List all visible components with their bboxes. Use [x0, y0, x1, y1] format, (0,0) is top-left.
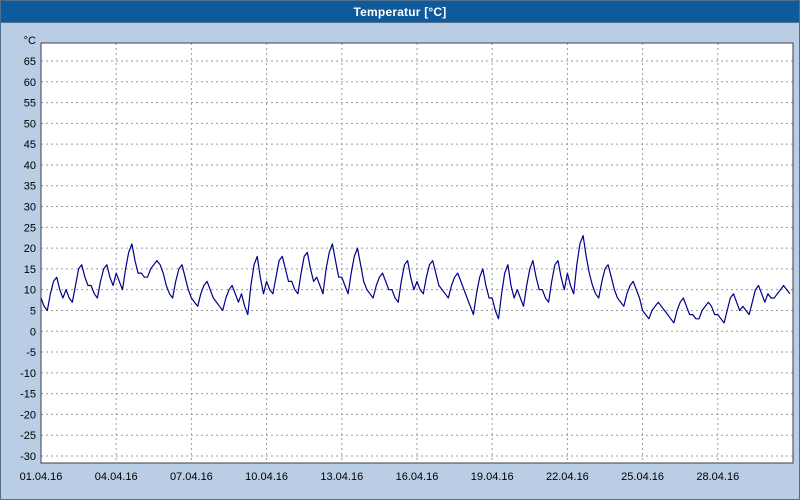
- title-bar[interactable]: Temperatur [°C]: [1, 1, 799, 23]
- y-tick-label: 40: [24, 160, 36, 172]
- x-tick-label: 04.04.16: [95, 471, 138, 483]
- y-tick-label: -5: [26, 347, 36, 359]
- y-tick-label: 65: [24, 56, 36, 68]
- y-tick-label: -20: [20, 409, 36, 421]
- chart-title: Temperatur [°C]: [353, 4, 447, 19]
- chart-area: 65 60 55 50 45 40 35 30 25 20 15 10 5 0 -5 -10 -15 -20 -25…: [1, 23, 799, 499]
- x-tick-label: 16.04.16: [396, 471, 439, 483]
- y-tick-label: -10: [20, 368, 36, 380]
- y-tick-label: 15: [24, 264, 36, 276]
- y-tick-label: 0: [30, 326, 36, 338]
- temperature-chart: 65605550454035302520151050-5-10-15-20-25…: [20, 35, 794, 483]
- y-tick-label: 20: [24, 243, 36, 255]
- y-tick-label: 35: [24, 181, 36, 193]
- x-tick-label: 10.04.16: [245, 471, 288, 483]
- plot-border: [40, 42, 794, 464]
- x-tick-label: 22.04.16: [546, 471, 589, 483]
- y-tick-label: 5: [30, 305, 36, 317]
- temperature-line: [40, 235, 791, 324]
- x-tick-label: 01.04.16: [20, 471, 63, 483]
- y-tick-label: -30: [20, 451, 36, 463]
- y-tick-label: 60: [24, 77, 36, 89]
- x-tick-label: 19.04.16: [471, 471, 514, 483]
- y-tick-label: -25: [20, 430, 36, 442]
- y-tick-label: 10: [24, 285, 36, 297]
- y-tick-label: 25: [24, 222, 36, 234]
- y-tick-label: 30: [24, 202, 36, 214]
- y-tick-label: 55: [24, 98, 36, 110]
- y-tick-label: 45: [24, 139, 36, 151]
- y-axis-unit-label: °C: [24, 35, 36, 47]
- x-tick-label: 13.04.16: [320, 471, 363, 483]
- x-tick-label: 25.04.16: [621, 471, 664, 483]
- y-tick-label: 50: [24, 118, 36, 130]
- x-tick-label: 07.04.16: [170, 471, 213, 483]
- y-tick-label: -15: [20, 389, 36, 401]
- x-tick-label: 28.04.16: [696, 471, 739, 483]
